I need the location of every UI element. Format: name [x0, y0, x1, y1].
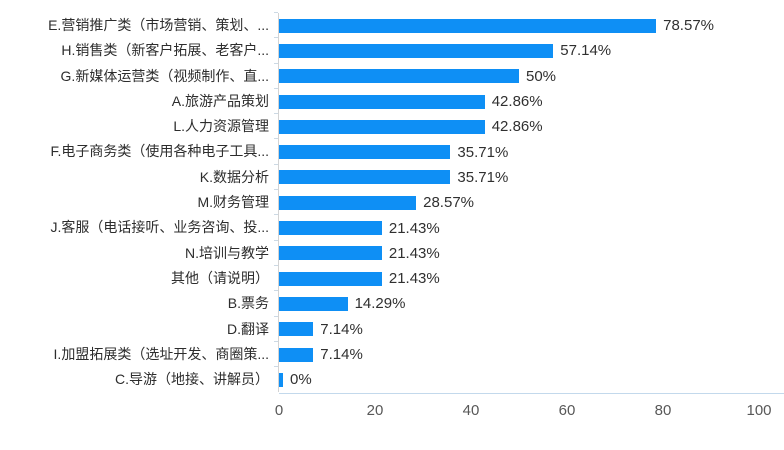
category-label: A.旅游产品策划: [171, 92, 269, 109]
value-label: 35.71%: [457, 143, 509, 161]
bar-track: 50%: [274, 62, 759, 89]
category-label: F.电子商务类（使用各种电子工具...: [50, 143, 269, 160]
value-label: 35.71%: [457, 168, 509, 186]
value-label: 14.29%: [354, 295, 406, 313]
bar-row: H.销售类（新客户拓展、老客户... 57.14%: [0, 37, 784, 64]
bar[interactable]: [279, 271, 382, 286]
bar-row: N.培训与教学 21.43%: [0, 239, 784, 266]
category-label: B.票务: [227, 295, 269, 312]
bar-row: D.翻译 7.14%: [0, 315, 784, 342]
bar-track: 78.57%: [274, 11, 759, 39]
bar[interactable]: [279, 18, 657, 33]
x-axis-tick: 60: [558, 402, 576, 419]
value-label: 21.43%: [388, 270, 440, 288]
category-label: G.新媒体运营类（视频制作、直...: [60, 67, 269, 84]
value-label: 21.43%: [388, 244, 440, 262]
x-axis: 0 20 40 60 80 100: [275, 393, 784, 424]
x-axis-tick: 0: [274, 402, 284, 419]
bar-track: 0%: [274, 366, 759, 393]
bar[interactable]: [279, 372, 283, 387]
bar-row: E.营销推广类（市场营销、策划、... 78.57%: [0, 11, 784, 39]
bar-track: 42.86%: [274, 113, 759, 140]
value-label: 21.43%: [388, 219, 440, 237]
bar[interactable]: [279, 296, 348, 311]
x-axis-tick: 20: [366, 402, 384, 419]
category-label: I.加盟拓展类（选址开发、商圈策...: [53, 345, 269, 362]
bar-row: K.数据分析 35.71%: [0, 163, 784, 191]
value-label: 42.86%: [491, 118, 543, 136]
bar[interactable]: [279, 94, 485, 109]
bar[interactable]: [279, 347, 314, 362]
bar-row: L.人力资源管理 42.86%: [0, 113, 784, 140]
bar-track: 14.29%: [274, 290, 759, 317]
bar-row: F.电子商务类（使用各种电子工具... 35.71%: [0, 138, 784, 165]
value-label: 28.57%: [423, 194, 474, 212]
value-label: 0%: [290, 371, 312, 389]
bar[interactable]: [279, 246, 382, 261]
plot-area: E.营销推广类（市场营销、策划、... 78.57% H.销售类（新客户拓展、老…: [0, 11, 784, 393]
bar[interactable]: [279, 221, 382, 236]
bar[interactable]: [279, 69, 519, 84]
bar-row: I.加盟拓展类（选址开发、商圈策... 7.14%: [0, 340, 784, 368]
category-label: K.数据分析: [199, 168, 269, 185]
bar-row: J.客服（电话接听、业务咨询、投... 21.43%: [0, 214, 784, 241]
category-label: L.人力资源管理: [173, 118, 269, 135]
bar[interactable]: [279, 145, 451, 160]
value-label: 78.57%: [663, 17, 714, 35]
bar-track: 35.71%: [274, 138, 759, 165]
category-label: 其他（请说明）: [171, 269, 269, 286]
bar-row: B.票务 14.29%: [0, 290, 784, 317]
bar-track: 57.14%: [274, 37, 759, 64]
bar-track: 7.14%: [274, 340, 759, 368]
x-axis-tick: 80: [654, 402, 672, 419]
bar[interactable]: [279, 170, 451, 185]
category-label: D.翻译: [227, 320, 269, 337]
bar[interactable]: [279, 322, 314, 337]
category-label: M.财务管理: [197, 194, 269, 211]
bar-track: 21.43%: [274, 264, 759, 292]
x-axis-tick: 100: [746, 402, 772, 419]
bar[interactable]: [279, 195, 417, 210]
bar-row: G.新媒体运营类（视频制作、直... 50%: [0, 62, 784, 89]
value-label: 50%: [526, 67, 557, 85]
bar[interactable]: [279, 119, 485, 134]
bar-row: M.财务管理 28.57%: [0, 189, 784, 216]
value-label: 57.14%: [560, 42, 612, 60]
value-label: 7.14%: [320, 346, 363, 363]
bar-row: A.旅游产品策划 42.86%: [0, 87, 784, 115]
category-label: E.营销推广类（市场营销、策划、...: [48, 17, 269, 33]
bar-track: 35.71%: [274, 163, 759, 191]
bar-track: 42.86%: [274, 87, 759, 115]
value-label: 7.14%: [320, 320, 363, 338]
bar-track: 21.43%: [274, 239, 759, 266]
bar-row: 其他（请说明） 21.43%: [0, 264, 784, 292]
bar-track: 7.14%: [274, 315, 759, 342]
x-axis-tick: 40: [462, 402, 480, 419]
bar-track: 21.43%: [274, 214, 759, 241]
category-label: C.导游（地接、讲解员）: [115, 371, 269, 388]
bar[interactable]: [279, 43, 554, 58]
value-label: 42.86%: [491, 93, 543, 111]
bar-row: C.导游（地接、讲解员） 0%: [0, 366, 784, 393]
category-label: N.培训与教学: [185, 244, 269, 261]
category-label: J.客服（电话接听、业务咨询、投...: [50, 219, 269, 236]
category-label: H.销售类（新客户拓展、老客户...: [61, 42, 269, 59]
bar-track: 28.57%: [274, 189, 759, 216]
